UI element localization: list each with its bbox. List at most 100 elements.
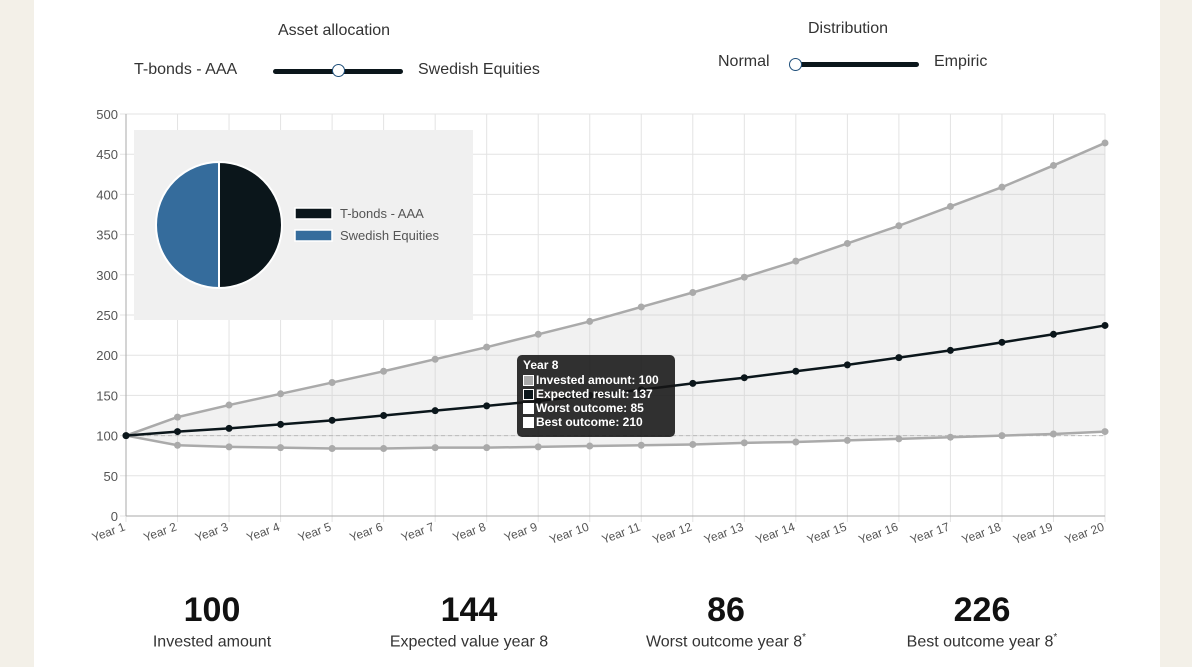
data-point [277,390,285,398]
data-point [740,374,748,382]
tooltip-swatch [523,388,534,400]
x-tick-label: Year 4 [245,520,282,545]
data-point [998,183,1006,191]
distribution-slider[interactable] [789,57,919,73]
y-tick-label: 250 [96,308,118,323]
data-point [483,444,491,452]
asset-slider-thumb[interactable] [331,64,345,77]
data-point [1101,428,1109,436]
data-point [792,257,800,265]
pie-legend-swatch [294,207,333,220]
x-tick-label: Year 2 [142,520,179,545]
x-tick-label: Year 14 [754,520,798,547]
data-point [380,412,388,419]
x-tick-label: Year 12 [651,520,695,547]
page [34,0,1160,667]
x-tick-label: Year 5 [296,520,333,545]
stat-value: 144 [440,591,498,629]
tooltip-title: Year 8 [523,358,559,372]
tooltip-swatch [523,416,534,428]
tooltip-row-label: Worst outcome: 85 [536,401,644,415]
data-point [895,222,903,230]
data-point [1101,321,1109,329]
tooltip-row: Invested amount: 100 [523,373,669,387]
data-point [431,355,439,363]
stat-card: 100 Invested amount [82,590,342,651]
data-point [689,288,697,296]
data-point [174,441,182,449]
x-tick-label: Year 17 [908,520,952,547]
tooltip-swatch [523,402,534,414]
tooltip-row-label: Best outcome: 210 [536,415,643,429]
stat-label-text: Worst outcome year 8 [645,633,803,651]
series-line-best-outcome [125,141,1106,437]
outcome-range-band [126,142,1105,449]
data-point [431,444,439,452]
x-tick-label: Year 15 [805,520,849,547]
data-point [586,317,594,325]
data-point [328,444,336,452]
data-point [1049,330,1057,338]
pie-slice [155,160,220,290]
tooltip-row: Best outcome: 210 [523,415,669,429]
data-point [895,435,903,443]
data-point [792,438,800,446]
stat-label-text: Best outcome year 8 [906,633,1054,651]
y-tick-label: 300 [96,268,118,283]
stat-footnote-mark: * [802,632,807,643]
x-tick-label: Year 16 [857,520,901,547]
y-tick-label: 100 [96,429,118,444]
data-point [843,436,851,444]
stat-card: 226 Best outcome year 8* [852,590,1112,651]
stat-label: Expected value year 8 [339,632,599,651]
data-point [895,354,903,362]
y-tick-label: 150 [96,388,118,403]
data-point [1101,139,1109,147]
x-tick-label: Year 8 [451,520,488,545]
y-tick-label: 50 [104,469,118,484]
pie-slice [218,160,283,290]
x-tick-label: Year 7 [399,520,436,545]
stat-card: 86 Worst outcome year 8* [596,590,856,651]
stat-value: 86 [707,591,745,629]
distribution-title: Distribution [808,20,889,37]
data-point [483,343,491,351]
x-tick-label: Year 3 [193,520,230,545]
stat-label: Invested amount [82,632,342,651]
data-point [586,442,594,450]
tooltip-row-label: Invested amount: 100 [536,373,659,387]
stat-value: 226 [953,591,1011,629]
data-point [946,346,954,354]
data-point [740,273,748,281]
data-point [998,432,1006,440]
pie-legend-label: T-bonds - AAA [340,206,424,221]
y-tick-label: 500 [96,107,118,122]
data-point [843,361,851,369]
data-point [946,202,954,210]
data-point [225,424,233,432]
asset-allocation-slider[interactable] [273,64,403,80]
pie-legend-swatch [294,229,333,242]
tooltip-row: Expected result: 137 [523,387,669,401]
y-tick-label: 200 [96,348,118,363]
data-point [380,444,388,452]
distribution-slider-thumb[interactable] [789,58,802,71]
data-point [328,379,336,387]
line-chart: 0 50 100 150 200 250 300 350 400 450 500 Year 1 Year… [90,107,1109,547]
pie-legend-label: Swedish Equities [340,228,439,243]
data-point [946,433,954,441]
data-point [843,239,851,247]
data-point [380,367,388,375]
x-tick-label: Year 10 [548,520,592,547]
series-line-worst-outcome [125,430,1106,450]
y-tick-label: 400 [96,187,118,202]
y-tick-label: 0 [111,509,118,524]
tooltip-swatch [523,374,534,386]
x-tick-label: Year 18 [960,520,1004,547]
asset-left-label: T-bonds - AAA [134,61,238,78]
data-point [998,338,1006,346]
chart-tooltip: Year 8 Invested amount: 100 Expected resu… [517,355,675,437]
stat-footnote-mark: * [1053,632,1058,643]
data-point [277,444,285,452]
distribution-right-label: Empiric [934,53,988,70]
